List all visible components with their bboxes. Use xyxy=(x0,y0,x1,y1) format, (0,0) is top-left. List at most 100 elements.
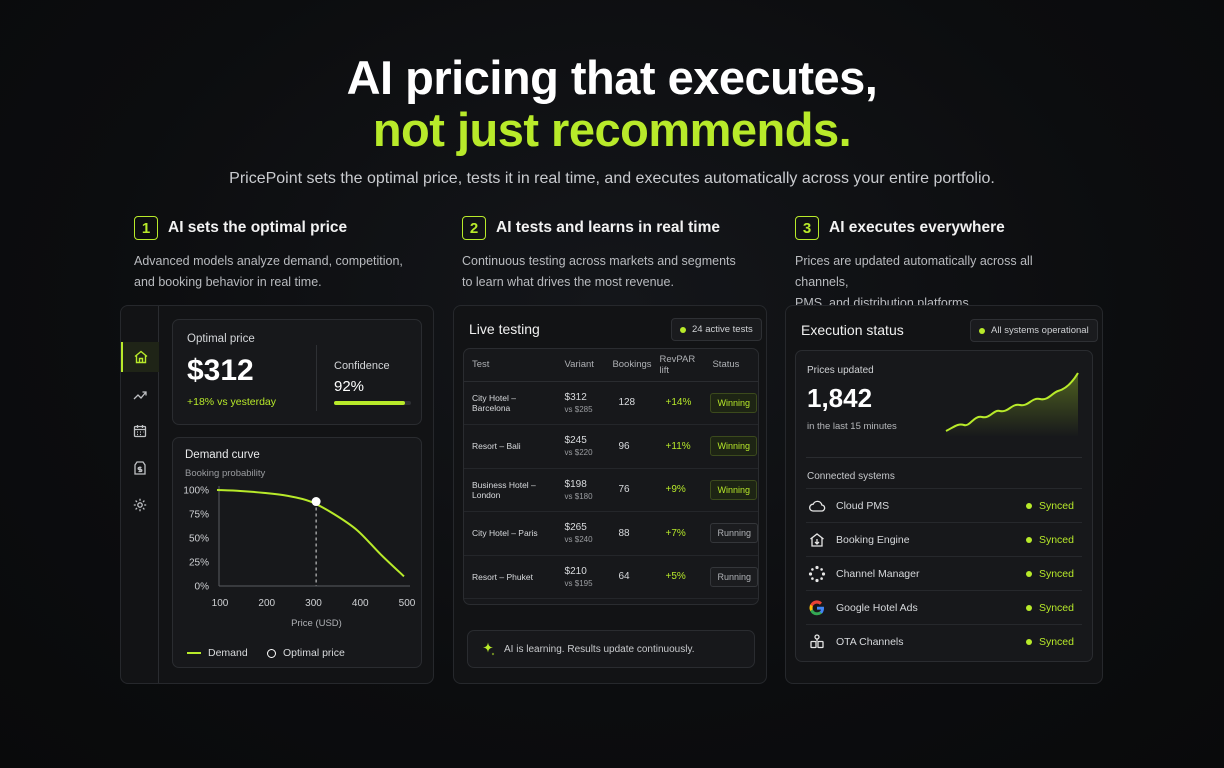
synced-status: Synced xyxy=(1025,602,1074,614)
col-bookings: Bookings xyxy=(604,349,652,382)
bookings: 76 xyxy=(604,468,652,512)
legend-demand: Demand xyxy=(187,647,248,659)
demand-curve-line xyxy=(216,489,405,578)
step-description: Advanced models analyze demand, competit… xyxy=(134,254,403,289)
home-icon[interactable] xyxy=(121,342,159,372)
cloud-icon xyxy=(806,495,828,517)
confidence-label: Confidence xyxy=(334,360,390,372)
tests-table-card: Test Variant Bookings RevPAR lift Status… xyxy=(463,348,759,605)
x-axis-label: Price (USD) xyxy=(291,618,342,629)
bookings: 96 xyxy=(604,424,652,469)
variant: $245 vs $220 xyxy=(556,424,605,469)
step-title: AI tests and learns in real time xyxy=(496,219,720,236)
prices-updated-label: Prices updated xyxy=(807,365,874,376)
variant: $210 vs $195 xyxy=(556,555,605,599)
revpar-lift: +14% xyxy=(651,381,705,425)
sidebar xyxy=(121,306,159,683)
revpar-lift: +9% xyxy=(651,468,705,512)
trend-icon[interactable] xyxy=(121,380,159,410)
system-row-channel-manager: Channel Manager Synced xyxy=(806,556,1082,590)
x-tick-label: 500 xyxy=(399,598,416,609)
status-cell: Winning xyxy=(704,381,758,425)
y-tick-label: 75% xyxy=(189,510,209,521)
status-badge: Winning xyxy=(710,392,757,413)
x-tick-label: 100 xyxy=(212,598,229,609)
optimal-price-card: Optimal price $312 +18% vs yesterday Con… xyxy=(172,319,422,425)
pricetag-icon[interactable] xyxy=(121,453,159,483)
system-row-booking-engine: Booking Engine Synced xyxy=(806,522,1082,556)
variant: $198 vs $180 xyxy=(556,468,605,512)
bookings: 128 xyxy=(604,381,652,425)
synced-status: Synced xyxy=(1025,568,1074,580)
sparkle-icon xyxy=(480,641,496,662)
table-row[interactable]: Resort – Bali $245 vs $220 96 +11% Winning xyxy=(464,424,758,469)
optimal-price-label: Optimal price xyxy=(187,333,255,345)
status-cell: Running xyxy=(704,511,758,556)
optimal-price-value: $312 xyxy=(187,354,254,387)
calendar-icon[interactable] xyxy=(121,416,159,446)
confidence-bar xyxy=(334,401,411,405)
operational-badge: All systems operational xyxy=(970,319,1098,342)
status-dot xyxy=(680,326,686,333)
prices-updated-value: 1,842 xyxy=(807,383,873,413)
live-testing-title: Live testing xyxy=(469,321,540,337)
step-title: AI executes everywhere xyxy=(829,219,1005,236)
active-tests-badge: 24 active tests xyxy=(671,318,762,341)
y-tick-label: 25% xyxy=(189,558,209,569)
table-row[interactable]: City Hotel – Paris $265 vs $240 88 +7% Runnin… xyxy=(464,511,758,556)
step-number: 1 xyxy=(134,216,158,240)
bookings: 88 xyxy=(604,511,652,556)
gear-icon[interactable] xyxy=(121,490,159,520)
connected-systems-label: Connected systems xyxy=(807,471,895,482)
demand-ylabel: Booking probability xyxy=(185,468,266,479)
table-row[interactable]: Business Hotel – London $198 vs $180 76 +9% W… xyxy=(464,468,758,512)
table-row[interactable]: City Hotel – Barcelona $312 vs $285 128 +14%… xyxy=(464,381,758,425)
confidence-bar-fill xyxy=(334,401,405,405)
ota-icon xyxy=(806,631,828,653)
col-status: Status xyxy=(704,349,758,382)
test-name: Resort – Phuket xyxy=(464,555,557,599)
legend-circle xyxy=(267,648,276,658)
system-row-cloud-pms: Cloud PMS Synced xyxy=(806,488,1082,522)
test-name: Resort – Bali xyxy=(464,424,557,469)
pricing-panel: Optimal price $312 +18% vs yesterday Con… xyxy=(120,305,434,684)
execution-panel: Execution status All systems operational… xyxy=(785,305,1103,684)
y-tick-label: 50% xyxy=(189,534,209,545)
tests-table: Test Variant Bookings RevPAR lift Status… xyxy=(464,349,758,599)
x-tick-label: 400 xyxy=(352,598,369,609)
status-badge: Winning xyxy=(710,479,757,500)
learning-text: AI is learning. Results update continuou… xyxy=(504,644,695,655)
confidence-value: 92% xyxy=(334,378,365,395)
optimal-price-point xyxy=(311,497,321,507)
col-variant: Variant xyxy=(556,349,605,382)
status-cell: Winning xyxy=(704,468,758,512)
legend-optimal: Optimal price xyxy=(267,647,345,659)
test-name: Business Hotel – London xyxy=(464,468,557,512)
y-tick-label: 0% xyxy=(195,582,210,593)
table-row[interactable]: Resort – Phuket $210 vs $195 64 +5% Running xyxy=(464,555,758,599)
live-testing-panel: Live testing 24 active tests Test Varian… xyxy=(453,305,767,684)
prices-period: in the last 15 minutes xyxy=(807,421,897,432)
col-test: Test xyxy=(464,349,557,382)
execution-card: Prices updated 1,842 in the last 15 minu… xyxy=(795,350,1093,662)
hero-title-line1: AI pricing that executes, xyxy=(346,51,878,104)
synced-status: Synced xyxy=(1025,636,1074,648)
price-change: +18% vs yesterday xyxy=(187,396,277,408)
divider xyxy=(316,345,317,411)
bookings: 64 xyxy=(604,555,652,599)
step-number: 2 xyxy=(462,216,486,240)
test-name: City Hotel – Barcelona xyxy=(464,381,557,425)
status-badge: Running xyxy=(710,523,758,544)
y-tick-label: 100% xyxy=(183,486,209,497)
test-name: City Hotel – Paris xyxy=(464,511,557,556)
table-header: Test Variant Bookings RevPAR lift Status xyxy=(464,349,758,382)
google-icon xyxy=(806,597,828,619)
demand-chart: 100% 75% 50% 25% 0%100 200 300 400 500 Price (USD… xyxy=(183,486,416,630)
booking-engine-icon xyxy=(806,529,828,551)
hero: AI pricing that executes, not just recom… xyxy=(0,52,1224,188)
synced-status: Synced xyxy=(1025,534,1074,546)
x-tick-label: 300 xyxy=(305,598,322,609)
channel-manager-icon xyxy=(806,563,828,585)
learning-banner: AI is learning. Results update continuou… xyxy=(467,630,755,668)
demand-curve-card: Demand curve Booking probability 100% 75%… xyxy=(172,437,422,668)
